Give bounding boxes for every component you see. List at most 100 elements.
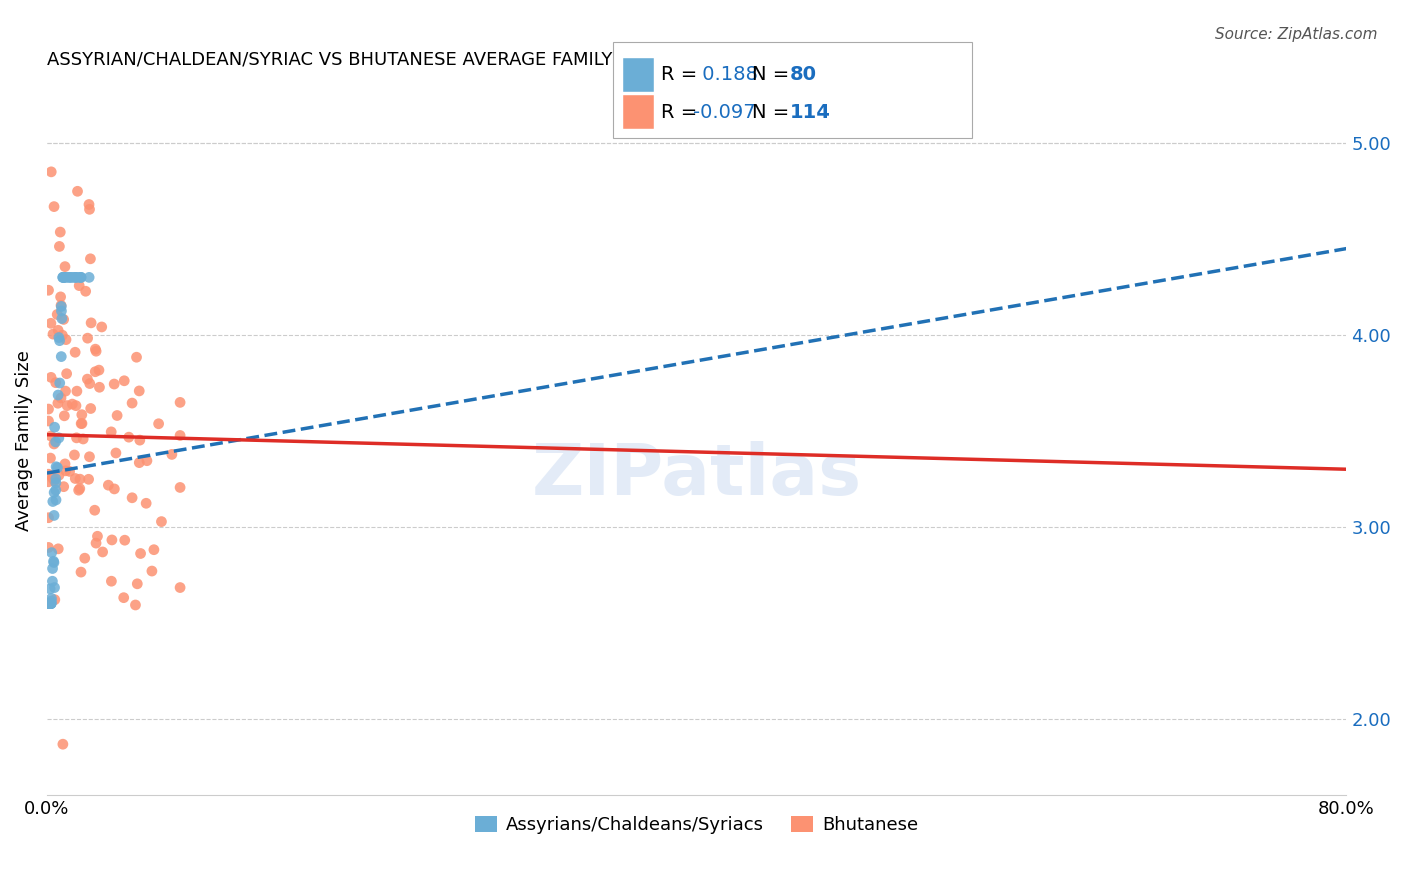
Point: [38, 597, 60, 611]
Point: [60, 270, 83, 285]
Point: [65, 431, 87, 445]
Point: [104, 446, 127, 460]
Point: [38, 597, 60, 611]
Point: [39, 597, 62, 611]
Point: [65, 399, 87, 413]
Point: [65, 270, 87, 285]
Point: [67, 278, 90, 293]
Point: [63, 345, 86, 359]
Point: [112, 374, 135, 388]
Point: [38, 597, 60, 611]
Point: [70, 565, 93, 579]
Point: [52, 480, 75, 494]
Point: [39, 597, 62, 611]
Point: [53, 457, 76, 471]
Point: [79, 202, 101, 217]
Point: [58, 464, 80, 478]
Point: [142, 542, 165, 557]
Text: N =: N =: [752, 103, 796, 122]
Point: [101, 533, 124, 547]
Point: [41, 561, 63, 575]
Point: [112, 591, 135, 605]
Text: -0.097: -0.097: [693, 103, 756, 122]
Point: [42, 508, 65, 523]
Point: [135, 496, 157, 510]
Point: [51, 311, 73, 326]
Point: [136, 453, 159, 467]
Point: [84, 344, 107, 359]
Point: [76, 372, 98, 386]
Point: [48, 376, 70, 390]
Point: [45, 492, 67, 507]
Text: ASSYRIAN/CHALDEAN/SYRIAC VS BHUTANESE AVERAGE FAMILY SIZE CORRELATION CHART: ASSYRIAN/CHALDEAN/SYRIAC VS BHUTANESE AV…: [46, 51, 859, 69]
Point: [84, 536, 107, 550]
Point: [39, 370, 62, 384]
Point: [121, 396, 143, 410]
Point: [70, 408, 93, 422]
Point: [42, 556, 65, 570]
Point: [38, 597, 60, 611]
Point: [128, 384, 150, 398]
Point: [38, 597, 60, 611]
Text: 0.188: 0.188: [696, 65, 758, 85]
Point: [150, 515, 173, 529]
Point: [53, 260, 76, 274]
Point: [39, 582, 62, 596]
Point: [39, 597, 62, 611]
Point: [100, 574, 122, 589]
Point: [129, 547, 152, 561]
Point: [79, 376, 101, 391]
Text: R =: R =: [661, 103, 703, 122]
Point: [39, 597, 62, 611]
Point: [141, 564, 163, 578]
Point: [55, 333, 77, 347]
Point: [66, 384, 89, 399]
Point: [48, 334, 70, 348]
Point: [51, 350, 73, 364]
Point: [69, 482, 91, 496]
Point: [63, 448, 86, 462]
Point: [128, 433, 150, 447]
Point: [38, 597, 60, 611]
Point: [121, 491, 143, 505]
Point: [70, 417, 93, 431]
Point: [45, 483, 67, 497]
Point: [39, 597, 62, 611]
Point: [38, 597, 60, 611]
Point: [39, 597, 62, 611]
Text: 80: 80: [790, 65, 817, 85]
Point: [44, 474, 66, 488]
Point: [38, 597, 60, 611]
Point: [41, 594, 63, 608]
Point: [51, 300, 73, 314]
Point: [53, 270, 76, 285]
Point: [38, 597, 60, 611]
Point: [80, 401, 103, 416]
Point: [75, 285, 97, 299]
Point: [44, 581, 66, 595]
Point: [45, 434, 67, 449]
Point: [70, 270, 93, 285]
Point: [83, 503, 105, 517]
Point: [49, 225, 72, 239]
Point: [77, 472, 100, 486]
Point: [39, 597, 62, 611]
Point: [73, 551, 96, 566]
Point: [52, 270, 75, 285]
Point: [38, 510, 60, 524]
Point: [103, 377, 125, 392]
Text: N =: N =: [752, 65, 796, 85]
Point: [39, 165, 62, 179]
Point: [105, 409, 128, 423]
Point: [46, 388, 69, 402]
Point: [38, 597, 60, 611]
Point: [169, 480, 191, 494]
Point: [66, 184, 89, 198]
Point: [38, 467, 60, 482]
Point: [169, 395, 191, 409]
Point: [49, 391, 72, 405]
Text: ZIPatlas: ZIPatlas: [531, 442, 862, 510]
Point: [38, 597, 60, 611]
Point: [169, 428, 191, 442]
Point: [38, 597, 60, 611]
